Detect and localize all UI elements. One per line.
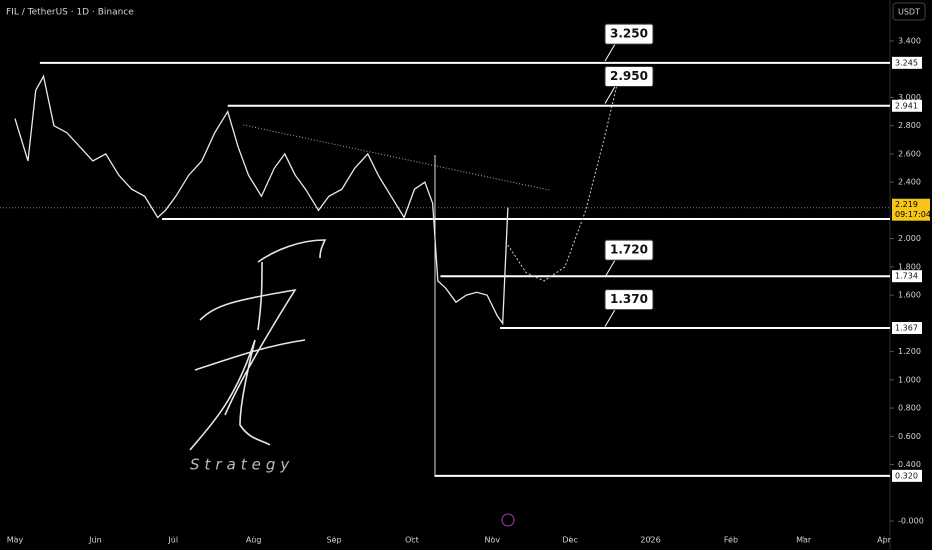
price-label: 2.219 (895, 200, 918, 209)
y-tick-label: 0.400 (898, 460, 921, 469)
level-label: 1.367 (895, 324, 918, 333)
x-tick-label: Jul (167, 536, 178, 545)
y-tick-label: 1.200 (898, 347, 921, 356)
y-tick-label: 1.000 (898, 375, 921, 384)
target-pointer (604, 309, 616, 327)
price-timer: 09:17:04 (895, 210, 931, 219)
target-box (604, 289, 654, 311)
x-tick-label: Apr (877, 536, 892, 545)
x-tick-label: Sep (327, 536, 342, 545)
price-tag (892, 198, 930, 221)
y-tick-label: 2.800 (898, 121, 921, 130)
currency-label[interactable]: USDT (898, 8, 920, 17)
y-tick-label: 0.600 (898, 432, 921, 441)
chart-title: FIL / TetherUS · 1D · Binance (6, 8, 134, 18)
target-label: 2.950 (610, 69, 648, 83)
x-tick-label: Feb (724, 536, 738, 545)
target-box (604, 65, 654, 87)
y-tick-label: 3.400 (898, 36, 921, 45)
trendline (243, 124, 550, 191)
y-tick-label: 2.000 (898, 234, 921, 243)
target-label: 1.720 (610, 243, 648, 257)
target-pointer (604, 86, 616, 104)
x-tick-label: Jun (88, 536, 102, 545)
level-tag (892, 469, 922, 482)
level-tag (892, 56, 922, 69)
y-tick-label: -0.000 (898, 517, 924, 526)
level-tag (892, 99, 922, 112)
signature (189, 239, 327, 451)
level-label: 0.320 (895, 471, 918, 480)
x-tick-label: Dec (562, 536, 577, 545)
event-icon[interactable] (501, 513, 515, 527)
target-pointer (604, 259, 616, 278)
target-label: 1.370 (610, 292, 648, 306)
y-tick-label: 2.400 (898, 178, 921, 187)
target-pointer (604, 43, 616, 62)
x-tick-label: Aug (246, 536, 262, 545)
x-tick-label: May (7, 536, 24, 545)
x-tick-label: 2026 (640, 536, 660, 545)
currency-button[interactable] (892, 2, 926, 21)
y-tick-label: 1.600 (898, 291, 921, 300)
y-tick-label: 2.600 (898, 149, 921, 158)
target-box (604, 23, 654, 45)
x-tick-label: Mar (796, 536, 812, 545)
level-label: 3.245 (895, 58, 918, 67)
level-label: 1.734 (895, 272, 918, 281)
target-label: 3.250 (610, 27, 648, 41)
projection (507, 74, 620, 282)
y-tick-label: 0.800 (898, 404, 921, 413)
target-box (604, 239, 654, 261)
level-label: 2.941 (895, 101, 918, 110)
level-tag (892, 322, 922, 335)
x-tick-label: Oct (405, 536, 419, 545)
level-tag (892, 270, 922, 283)
watermark: Strategy (190, 456, 294, 474)
x-tick-label: Nov (485, 536, 501, 545)
price-line (14, 74, 509, 326)
y-tick-label: 1.800 (898, 262, 921, 271)
y-tick-label: 3.000 (898, 93, 921, 102)
